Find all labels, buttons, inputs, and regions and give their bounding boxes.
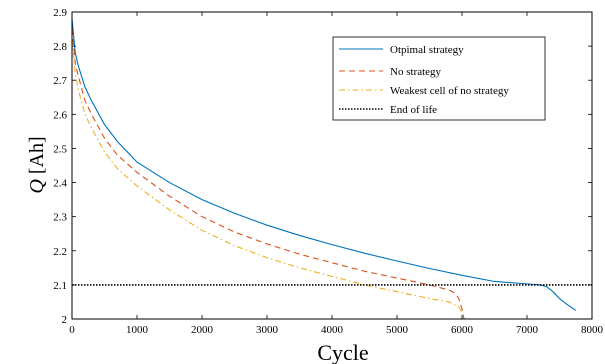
series-line-weakest	[71, 39, 466, 320]
x-tick-label: 0	[69, 324, 75, 336]
x-tick-label: 2000	[191, 324, 214, 336]
x-tick-label: 1000	[126, 324, 149, 336]
y-axis-label: Q [Ah]	[26, 136, 48, 193]
legend-label-optimal: Otpimal strategy	[390, 44, 464, 56]
y-tick-label: 2.7	[53, 75, 67, 87]
axis-ticks: 0 1000 2000 3000 4000 5000 6000 7000 8000 2 2.1 2.2…	[53, 7, 603, 336]
y-tick-label: 2.1	[53, 280, 67, 292]
y-axis-symbol: Q	[26, 179, 48, 194]
y-tick-label: 2.2	[53, 246, 67, 258]
x-tick-label: 8000	[581, 324, 604, 336]
y-tick-label: 2.4	[53, 178, 67, 190]
y-tick-label: 2.3	[53, 212, 67, 224]
x-tick-label: 5000	[386, 324, 409, 336]
legend-label-end-of-life: End of life	[390, 104, 437, 116]
plot-area	[71, 18, 592, 320]
y-tick-label: 2.9	[53, 7, 67, 19]
x-tick-label: 4000	[321, 324, 344, 336]
x-tick-label: 3000	[256, 324, 279, 336]
y-tick-label: 2.8	[53, 41, 67, 53]
legend-label-weakest: Weakest cell of no strategy	[390, 85, 509, 97]
legend: Otpimal strategy No strategy Weakest cel…	[332, 36, 546, 121]
x-tick-label: 7000	[516, 324, 539, 336]
x-axis-label: Cycle	[317, 340, 368, 364]
x-tick-label: 6000	[451, 324, 474, 336]
y-tick-label: 2.5	[53, 143, 67, 155]
legend-label-no-strategy: No strategy	[390, 66, 442, 78]
y-tick-label: 2.6	[53, 109, 67, 121]
y-tick-label: 2	[62, 314, 68, 326]
legend-box	[332, 36, 546, 121]
series-line-no-strategy	[71, 29, 465, 320]
y-axis-unit: [Ah]	[26, 136, 48, 174]
series-line-optimal	[71, 18, 577, 311]
